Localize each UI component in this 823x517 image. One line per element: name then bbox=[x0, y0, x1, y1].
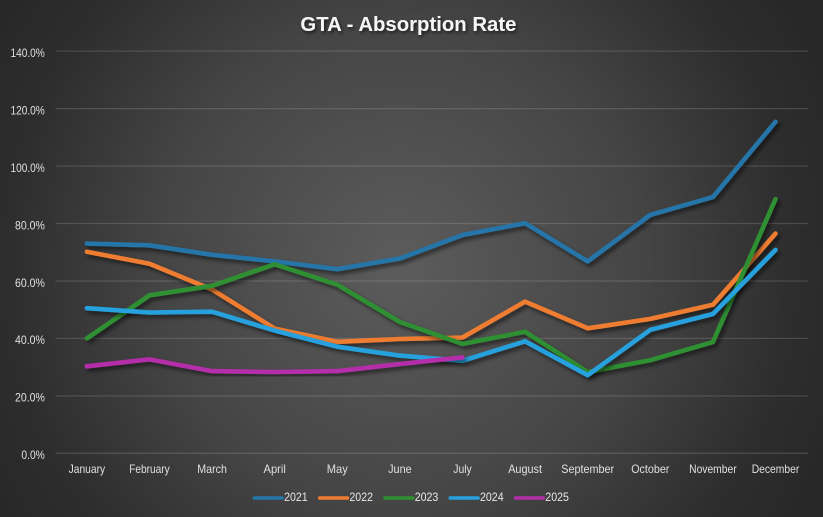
svg-text:October: October bbox=[631, 462, 669, 476]
svg-text:100.0%: 100.0% bbox=[11, 161, 46, 175]
svg-text:January: January bbox=[69, 462, 106, 476]
svg-text:60.0%: 60.0% bbox=[15, 276, 45, 290]
svg-text:0.0%: 0.0% bbox=[21, 448, 45, 462]
svg-text:April: April bbox=[264, 462, 286, 476]
svg-text:May: May bbox=[327, 462, 348, 476]
svg-text:2022: 2022 bbox=[349, 490, 373, 504]
svg-text:February: February bbox=[129, 462, 170, 476]
svg-text:80.0%: 80.0% bbox=[15, 218, 45, 232]
svg-text:December: December bbox=[752, 462, 800, 476]
svg-text:November: November bbox=[689, 462, 737, 476]
svg-text:140.0%: 140.0% bbox=[11, 46, 46, 60]
svg-text:2024: 2024 bbox=[480, 490, 504, 504]
svg-text:March: March bbox=[197, 462, 227, 476]
svg-text:2025: 2025 bbox=[545, 490, 569, 504]
svg-text:September: September bbox=[561, 462, 614, 476]
svg-text:120.0%: 120.0% bbox=[11, 103, 46, 117]
svg-text:2023: 2023 bbox=[415, 490, 439, 504]
svg-text:GTA - Absorption Rate: GTA - Absorption Rate bbox=[300, 14, 516, 36]
svg-text:40.0%: 40.0% bbox=[15, 333, 45, 347]
svg-text:2021: 2021 bbox=[284, 490, 308, 504]
svg-text:July: July bbox=[453, 462, 472, 476]
svg-text:20.0%: 20.0% bbox=[15, 391, 45, 405]
svg-text:August: August bbox=[508, 462, 542, 476]
svg-text:June: June bbox=[388, 462, 412, 476]
